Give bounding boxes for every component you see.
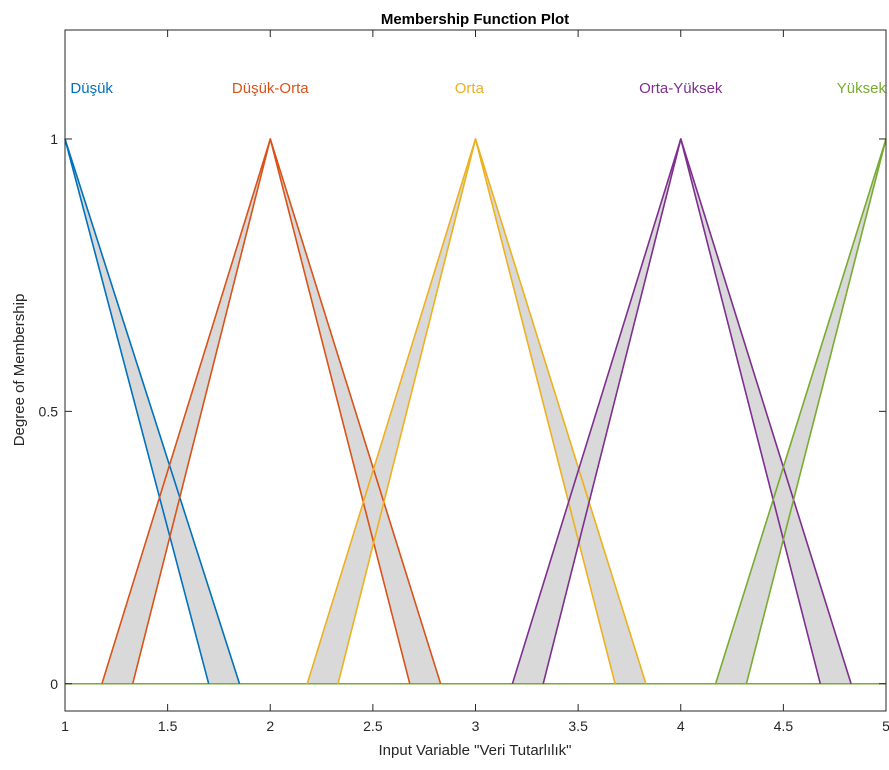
- x-tick-label: 1.5: [158, 718, 178, 734]
- y-tick-label: 0: [50, 676, 58, 692]
- series-label-2: Düşük-Orta: [232, 80, 309, 97]
- x-tick-label: 4: [677, 718, 685, 734]
- series-4-lower-line: [542, 138, 822, 684]
- plot-title: Membership Function Plot: [381, 11, 569, 28]
- x-tick-label: 2: [266, 718, 274, 734]
- series-label-3: Orta: [455, 80, 485, 97]
- x-tick-label: 4.5: [774, 718, 794, 734]
- plot-area: 1 1.5 2 2.5 3 3.5 4 4.5 5 0 0.5 1 Düşük Düşük-Orta Ort…: [39, 29, 889, 734]
- footprint-4: [512, 139, 852, 684]
- series-5-upper-line: [714, 138, 887, 685]
- series-label-5: Yüksek: [837, 80, 887, 97]
- x-tick-label: 5: [882, 718, 889, 734]
- series-5-lower-line: [745, 138, 887, 684]
- series-1-lower-line: [64, 138, 210, 685]
- x-tick-label: 3.5: [568, 718, 588, 734]
- footprint-3: [307, 139, 646, 684]
- series-label-4: Orta-Yüksek: [639, 80, 723, 97]
- y-tick-label: 0.5: [39, 403, 59, 419]
- y-axis-title: Degree of Membership: [11, 294, 28, 447]
- footprint-2: [101, 139, 441, 684]
- x-tick-label: 2.5: [363, 718, 383, 734]
- x-axis-title: Input Variable "Veri Tutarlılık": [379, 742, 572, 759]
- series-1-upper-line: [64, 138, 241, 685]
- x-tick-label: 1: [61, 718, 69, 734]
- y-tick-label: 1: [50, 131, 58, 147]
- series-label-1: Düşük: [70, 80, 113, 97]
- x-tick-label: 3: [472, 718, 480, 734]
